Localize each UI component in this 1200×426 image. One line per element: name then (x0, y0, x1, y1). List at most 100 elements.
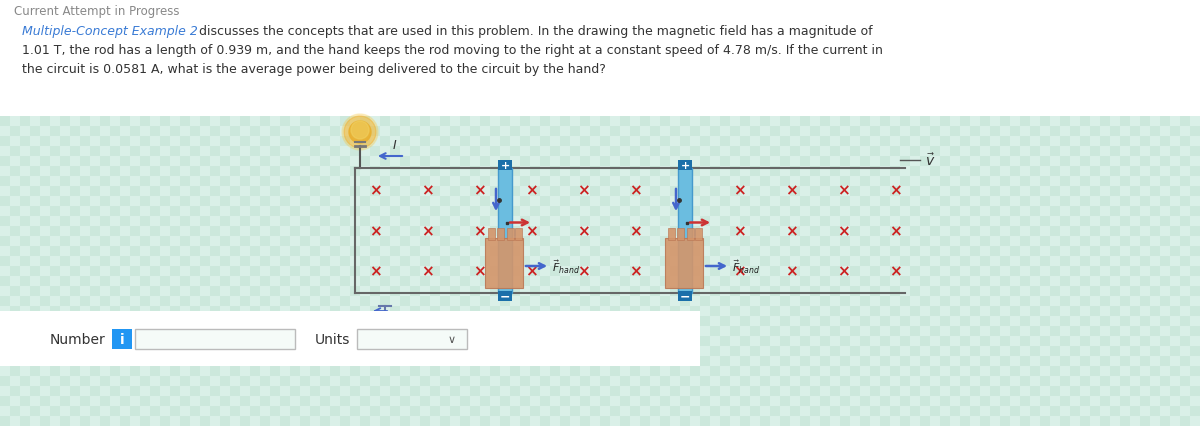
Bar (150, 147, 160, 157)
Bar (220, 276, 230, 286)
Bar (580, 177, 590, 187)
Bar (430, 77, 440, 87)
Bar (60, 167, 70, 177)
Bar (690, 117, 700, 127)
Bar (100, 177, 110, 187)
Bar (970, 87, 980, 97)
Bar (270, 286, 280, 296)
Bar (60, 127, 70, 137)
Bar (1000, 167, 1010, 177)
Bar (0, 366, 10, 376)
Bar (350, 177, 360, 187)
Bar (900, 147, 910, 157)
Bar (470, 386, 480, 396)
Bar (50, 236, 60, 246)
Bar (1020, 246, 1030, 256)
Bar (860, 346, 870, 356)
Bar (840, 346, 850, 356)
Bar (20, 366, 30, 376)
Bar (0, 311, 700, 366)
Bar (750, 396, 760, 406)
Text: ×: × (785, 183, 797, 198)
Bar (20, 37, 30, 47)
Bar (30, 396, 40, 406)
Bar (810, 276, 820, 286)
Bar (720, 37, 730, 47)
Bar (750, 316, 760, 326)
Bar (640, 187, 650, 196)
Bar (530, 97, 540, 107)
Bar (690, 386, 700, 396)
Bar (660, 97, 670, 107)
Bar (1040, 127, 1050, 137)
Bar (820, 167, 830, 177)
Bar (210, 97, 220, 107)
Bar (690, 167, 700, 177)
Bar (340, 67, 350, 77)
Bar (680, 406, 690, 416)
Bar (780, 376, 790, 386)
Bar (20, 286, 30, 296)
Bar (160, 207, 170, 216)
Bar (350, 57, 360, 67)
Bar (10, 117, 20, 127)
Bar (1100, 416, 1110, 426)
Bar (1090, 157, 1100, 167)
Bar (780, 246, 790, 256)
Bar (290, 356, 300, 366)
Bar (100, 47, 110, 57)
Bar (620, 236, 630, 246)
Bar (40, 416, 50, 426)
Bar (780, 276, 790, 286)
Bar (70, 196, 80, 207)
Bar (700, 316, 710, 326)
Bar (420, 187, 430, 196)
Bar (750, 187, 760, 196)
Bar (500, 67, 510, 77)
Bar (190, 346, 200, 356)
Bar (1040, 296, 1050, 306)
Bar (720, 216, 730, 227)
Bar (630, 316, 640, 326)
Bar (360, 57, 370, 67)
Bar (620, 127, 630, 137)
Bar (20, 87, 30, 97)
Bar (730, 216, 740, 227)
Bar (1150, 207, 1160, 216)
Bar (570, 216, 580, 227)
Bar (300, 67, 310, 77)
Bar (280, 406, 290, 416)
Bar (900, 157, 910, 167)
Bar (390, 227, 400, 236)
Bar (510, 57, 520, 67)
Bar (960, 196, 970, 207)
Bar (1050, 107, 1060, 117)
Bar (700, 187, 710, 196)
Bar (0, 227, 10, 236)
Bar (720, 346, 730, 356)
Bar (0, 276, 10, 286)
Bar (1150, 386, 1160, 396)
Bar (610, 266, 620, 276)
Bar (510, 137, 520, 147)
Bar (860, 336, 870, 346)
Bar (360, 356, 370, 366)
Bar (520, 47, 530, 57)
Bar (920, 296, 930, 306)
Bar (170, 177, 180, 187)
Bar (1160, 336, 1170, 346)
Bar (960, 376, 970, 386)
Bar (1130, 296, 1140, 306)
Bar (1050, 216, 1060, 227)
Bar (1170, 346, 1180, 356)
Bar (1120, 227, 1130, 236)
Bar (190, 316, 200, 326)
Bar (680, 177, 690, 187)
Bar (200, 386, 210, 396)
Bar (390, 396, 400, 406)
Bar (510, 416, 520, 426)
Bar (830, 57, 840, 67)
Bar (900, 97, 910, 107)
Text: ×: × (577, 183, 589, 198)
Bar (80, 196, 90, 207)
